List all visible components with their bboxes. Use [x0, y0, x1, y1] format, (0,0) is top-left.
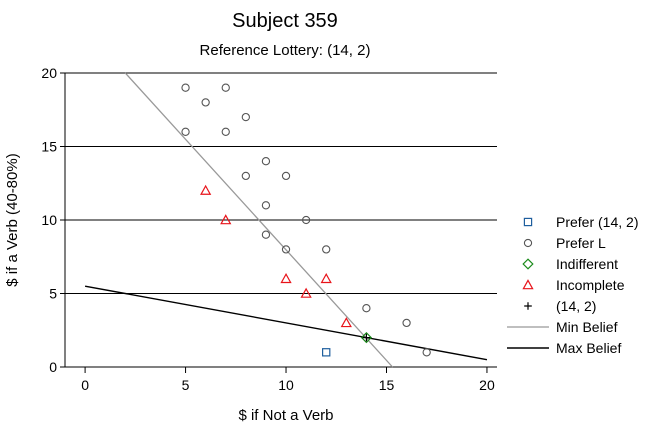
- legend-label-max-belief: Max Belief: [556, 340, 621, 356]
- legend-label-incomplete: Incomplete: [556, 277, 625, 293]
- point-indifferent-0: [360, 331, 373, 344]
- point-incomplete-0: [200, 184, 212, 195]
- point-prefer-l-13: [322, 245, 331, 254]
- y-tick-label-0: 0: [49, 359, 57, 375]
- legend-label-prefer-14-2: Prefer (14, 2): [556, 214, 638, 230]
- point-prefer-14-2-0: [322, 348, 331, 357]
- chart-title: Subject 359: [232, 10, 338, 32]
- point-prefer-l-2: [201, 98, 210, 107]
- x-tick-label-0: 0: [81, 377, 89, 393]
- point-prefer-l-10: [301, 215, 311, 225]
- point-prefer-l-4: [181, 127, 190, 136]
- point-prefer-l-1: [221, 83, 230, 92]
- x-tick-label-3: 15: [379, 377, 395, 393]
- y-tick-label-3: 15: [41, 139, 57, 155]
- belief-lines: [84, 72, 488, 368]
- point-prefer-l-11: [261, 230, 271, 239]
- axes: 0 5 10 15 20 0 5 10 15 20: [41, 65, 497, 393]
- point-prefer-l-8: [281, 171, 291, 181]
- legend-label-min-belief: Min Belief: [556, 319, 618, 335]
- point-prefer-l-16: [422, 348, 431, 357]
- y-tick-label-2: 10: [41, 212, 57, 228]
- x-axis-label: $ if Not a Verb: [238, 407, 333, 424]
- legend-label-indifferent: Indifferent: [556, 256, 618, 272]
- point-prefer-l-6: [261, 157, 271, 166]
- data-markers: [181, 83, 431, 357]
- point-prefer-l-7: [241, 171, 250, 181]
- x-tick-label-1: 5: [182, 377, 190, 393]
- y-axis-label: $ if a Verb (40-80%): [4, 153, 21, 286]
- legend-marker-indifferent: [522, 258, 534, 270]
- legend-marker-prefer-l: [523, 238, 533, 248]
- line-min-belief: [124, 72, 393, 368]
- point-prefer-l-3: [241, 112, 250, 122]
- point-incomplete-5: [340, 317, 352, 328]
- y-tick-label-4: 20: [41, 65, 57, 81]
- legend-label-14-2: (14, 2): [556, 298, 596, 314]
- point-prefer-l-0: [181, 83, 190, 92]
- legend-marker-14-2: [524, 302, 532, 310]
- grid-lines: [65, 72, 497, 368]
- point-incomplete-1: [220, 214, 232, 225]
- line-max-belief: [84, 285, 488, 361]
- y-tick-label-1: 5: [49, 286, 57, 302]
- legend-label-prefer-l: Prefer L: [556, 235, 606, 251]
- point-incomplete-2: [280, 272, 292, 284]
- point-prefer-l-14: [362, 304, 371, 313]
- x-tick-label-4: 20: [479, 377, 495, 393]
- chart-subtitle: Reference Lottery: (14, 2): [200, 42, 371, 59]
- point-prefer-l-9: [261, 201, 271, 210]
- point-incomplete-4: [300, 287, 312, 298]
- point-prefer-l-15: [402, 318, 411, 328]
- legend: Prefer (14, 2) Prefer L Indifferent Incompl…: [507, 214, 638, 356]
- point-incomplete-3: [320, 272, 332, 284]
- legend-marker-prefer-14-2: [523, 217, 533, 227]
- point-14-2-0: [362, 333, 371, 342]
- point-prefer-l-12: [281, 245, 291, 254]
- x-tick-label-2: 10: [278, 377, 294, 393]
- legend-marker-incomplete: [522, 279, 534, 290]
- point-prefer-l-5: [221, 127, 230, 136]
